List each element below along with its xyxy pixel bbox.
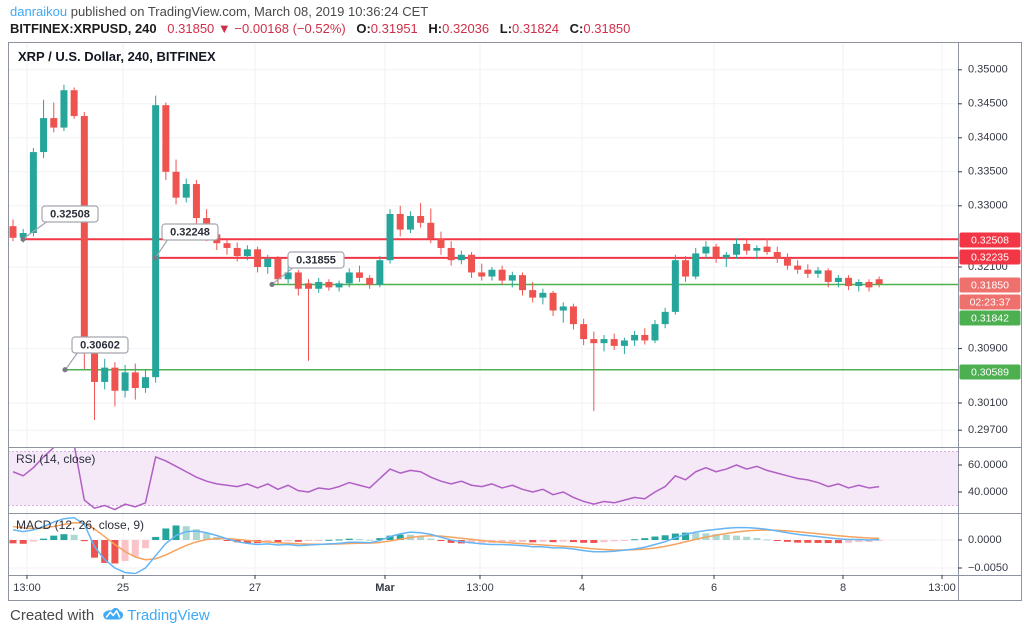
time-axis-label: 8 (840, 582, 846, 594)
svg-text:0.32508: 0.32508 (50, 208, 90, 220)
price-axis-label: 0.30900 (968, 343, 1008, 355)
change-direction-icon: ▼ (217, 21, 231, 36)
macd-line (12, 516, 880, 574)
macd-signal-line (12, 522, 880, 561)
price-axis-badge (959, 232, 1021, 248)
low-value: 0.31824 (512, 21, 560, 36)
price-axis-badge (959, 249, 1021, 265)
price-axis-label: 0.33500 (968, 166, 1008, 178)
attribution-footer: Created with TradingView (10, 606, 210, 625)
price-axis-label: 0.35000 (968, 64, 1008, 76)
svg-text:0.30589: 0.30589 (971, 366, 1009, 378)
time-axis-label: Mar (375, 582, 395, 594)
price-axis-badge (959, 294, 1021, 310)
price-callout (161, 223, 219, 241)
rsi-axis-label: 40.0000 (968, 486, 1008, 498)
open-label: O: (356, 21, 371, 36)
last-price: 0.31850 (167, 21, 215, 36)
time-axis-label: 13:00 (13, 582, 41, 594)
tradingview-brand-link[interactable]: TradingView (127, 607, 210, 624)
macd-axis-label: 0.0000 (968, 534, 1002, 546)
price-change: −0.00168 (−0.52%) (234, 21, 346, 36)
time-axis-label: 25 (117, 582, 129, 594)
author-link[interactable]: danraikou (10, 4, 68, 19)
price-callout (287, 251, 345, 269)
chart-canvas[interactable]: 0.32508 0.32248 0.31855 0.30602 0.35000 0.345… (8, 42, 1024, 603)
price-axis-badge (959, 277, 1021, 293)
ticker-line: BITFINEX:XRPUSD, 240 0.31850 ▼ −0.00168 … (10, 20, 630, 37)
svg-text:0.32235: 0.32235 (971, 251, 1009, 263)
price-callout (71, 336, 129, 354)
rsi-pane (8, 448, 958, 511)
close-value: 0.31850 (583, 21, 631, 36)
price-axis[interactable]: 0.350000.345000.340000.335000.330000.321… (958, 64, 1021, 574)
price-axis-badge (959, 310, 1021, 326)
pane-frame (8, 42, 1022, 601)
candlestick-layer (9, 84, 883, 420)
time-axis-label: 6 (711, 582, 717, 594)
svg-text:0.30602: 0.30602 (80, 339, 120, 351)
horizontal-price-lines[interactable] (20, 236, 959, 373)
price-axis-label: 0.30100 (968, 397, 1008, 409)
price-axis-badge (959, 364, 1021, 380)
macd-pane (9, 516, 883, 574)
svg-text:0.32248: 0.32248 (170, 226, 210, 238)
created-with-text: Created with (10, 607, 95, 624)
price-axis-label: 0.34000 (968, 132, 1008, 144)
ticker-symbol: BITFINEX:XRPUSD, 240 (10, 21, 157, 36)
chart-svg[interactable]: 0.32508 0.32248 0.31855 0.30602 0.35000 0.345… (8, 42, 1024, 603)
price-axis-label: 0.34500 (968, 98, 1008, 110)
price-axis-label: 0.29700 (968, 424, 1008, 436)
publish-text: published on TradingView.com, March 08, … (67, 4, 429, 19)
open-value: 0.31951 (370, 21, 418, 36)
tradingview-logo-icon (103, 607, 124, 620)
rsi-pane-title: RSI (14, close) (16, 452, 96, 466)
macd-axis-label: −0.0050 (968, 562, 1008, 574)
time-axis-label: 13:00 (466, 582, 494, 594)
time-axis-label: 27 (249, 582, 261, 594)
low-label: L: (499, 21, 513, 36)
svg-text:02:23:37: 02:23:37 (970, 296, 1011, 308)
chart-title: XRP / U.S. Dollar, 240, BITFINEX (18, 49, 216, 64)
rsi-axis-label: 60.0000 (968, 459, 1008, 471)
price-callout (41, 205, 99, 223)
rsi-line (12, 448, 880, 511)
macd-pane-title: MACD (12, 26, close, 9) (16, 518, 145, 532)
time-axis-label: 13:00 (928, 582, 956, 594)
high-label: H: (428, 21, 443, 36)
callout-labels[interactable]: 0.32508 0.32248 0.31855 0.30602 (20, 205, 345, 373)
close-label: C: (569, 21, 584, 36)
price-axis-label: 0.33000 (968, 200, 1008, 212)
svg-text:0.32508: 0.32508 (971, 234, 1009, 246)
svg-text:0.31850: 0.31850 (971, 279, 1009, 291)
high-value: 0.32036 (442, 21, 490, 36)
time-axis-label: 4 (579, 582, 585, 594)
time-axis[interactable]: 13:00 25 27 Mar 13:00 4 6 8 13:00 (13, 575, 956, 594)
svg-text:0.31855: 0.31855 (296, 254, 336, 266)
publish-header: danraikou published on TradingView.com, … (10, 3, 428, 20)
svg-text:0.31842: 0.31842 (971, 312, 1009, 324)
